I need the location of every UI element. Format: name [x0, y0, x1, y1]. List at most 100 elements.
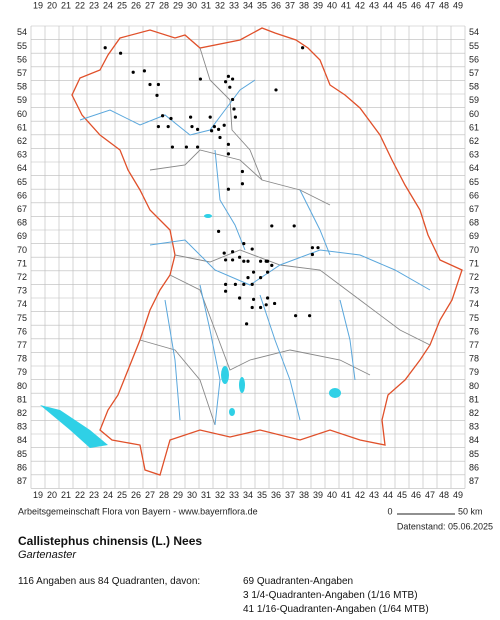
row-label: 61	[17, 122, 27, 132]
occurrence-dot	[231, 97, 235, 102]
column-label: 22	[75, 490, 85, 500]
scale-start: 0	[387, 506, 392, 516]
column-label: 45	[397, 0, 407, 10]
occurrence-dot	[166, 125, 170, 129]
row-label: 87	[17, 476, 27, 486]
column-label: 48	[439, 0, 449, 10]
row-label: 60	[469, 109, 479, 119]
column-label: 25	[117, 490, 127, 500]
credit: Arbeitsgemeinschaft Flora von Bayern - w…	[18, 506, 258, 516]
row-label: 81	[17, 394, 27, 404]
occurrence-dot	[224, 258, 228, 262]
lakes	[40, 214, 341, 448]
occurrence-dot	[238, 255, 242, 259]
row-label: 85	[17, 449, 27, 459]
occurrence-dot	[189, 115, 193, 119]
occurrence-dot	[208, 115, 212, 119]
column-label: 46	[411, 490, 421, 500]
column-label: 38	[299, 0, 309, 10]
occurrence-dot	[233, 115, 237, 119]
row-label: 78	[469, 354, 479, 364]
occurrence-dot	[294, 314, 298, 318]
occurrence-dot	[224, 282, 228, 286]
row-label: 76	[469, 326, 479, 336]
row-label: 65	[17, 177, 27, 187]
row-label: 63	[17, 150, 27, 160]
column-label: 42	[355, 0, 365, 10]
row-label: 68	[469, 218, 479, 228]
row-label: 58	[17, 82, 27, 92]
column-label: 27	[145, 490, 155, 500]
occurrence-dot	[161, 114, 165, 118]
column-label: 40	[327, 490, 337, 500]
row-label: 66	[469, 190, 479, 200]
occurrence-dot	[259, 276, 263, 280]
row-label: 77	[17, 340, 27, 350]
occurrence-dot	[316, 246, 320, 250]
occurrence-dot	[169, 116, 173, 121]
occurrence-dot	[103, 46, 107, 50]
column-label: 30	[187, 490, 197, 500]
occurrence-dot	[270, 263, 274, 267]
row-label: 56	[469, 54, 479, 64]
column-label: 41	[341, 490, 351, 500]
occurrence-dot	[228, 85, 232, 89]
rivers	[79, 79, 431, 426]
occurrence-dot	[155, 93, 159, 97]
column-label: 24	[103, 0, 113, 10]
row-label: 79	[17, 367, 27, 377]
occurrence-dot	[170, 145, 174, 149]
column-label: 41	[341, 0, 351, 10]
column-label: 29	[173, 490, 183, 500]
row-label: 58	[469, 82, 479, 92]
occurrence-dot	[240, 182, 244, 186]
common-name: Gartenaster	[18, 549, 77, 561]
row-label: 70	[469, 245, 479, 255]
row-label: 69	[17, 231, 27, 241]
column-label: 22	[75, 0, 85, 10]
column-label: 48	[439, 490, 449, 500]
occurrence-dot	[233, 282, 237, 286]
summary-total: 116 Angaben aus 84 Quadranten, davon:	[18, 576, 201, 587]
column-label: 44	[383, 0, 393, 10]
row-label: 54	[469, 27, 479, 37]
occurrence-dot	[246, 259, 250, 263]
row-label: 69	[469, 231, 479, 241]
column-label: 49	[453, 0, 463, 10]
column-label: 28	[159, 490, 169, 500]
row-label: 86	[469, 462, 479, 472]
column-label: 24	[103, 490, 113, 500]
column-label: 25	[117, 0, 127, 10]
column-label: 36	[271, 0, 281, 10]
occurrence-dot	[238, 296, 242, 300]
occurrence-dot	[226, 152, 230, 156]
column-label: 32	[215, 0, 225, 10]
occurrence-dot	[148, 82, 152, 87]
column-label: 44	[383, 490, 393, 500]
occurrence-dot	[142, 69, 146, 73]
row-label: 64	[17, 163, 27, 173]
occurrence-dot	[231, 258, 235, 262]
column-label: 38	[299, 490, 309, 500]
occurrence-dot	[196, 127, 200, 131]
row-label: 61	[469, 122, 479, 132]
row-label: 57	[17, 68, 27, 78]
occurrence-dot	[242, 242, 246, 246]
map: 19 19 20 20 21 21 22 22 23 23 24 24 25 25 26 26 27 27 28 28…	[17, 0, 493, 530]
column-label: 32	[215, 490, 225, 500]
occurrence-dot	[259, 305, 263, 310]
occurrence-dot	[250, 282, 254, 286]
occurrence-dot	[212, 125, 216, 129]
column-label: 23	[89, 0, 99, 10]
row-label: 84	[17, 435, 27, 445]
row-label: 70	[17, 245, 27, 255]
column-label: 40	[327, 0, 337, 10]
occurrence-dot	[246, 276, 250, 280]
column-label: 35	[257, 0, 267, 10]
column-label: 33	[229, 0, 239, 10]
row-label: 71	[17, 258, 27, 268]
occurrence-dot	[131, 70, 135, 74]
occurrence-dot	[250, 305, 254, 310]
occurrence-dot	[301, 46, 305, 50]
column-label: 34	[243, 0, 253, 10]
